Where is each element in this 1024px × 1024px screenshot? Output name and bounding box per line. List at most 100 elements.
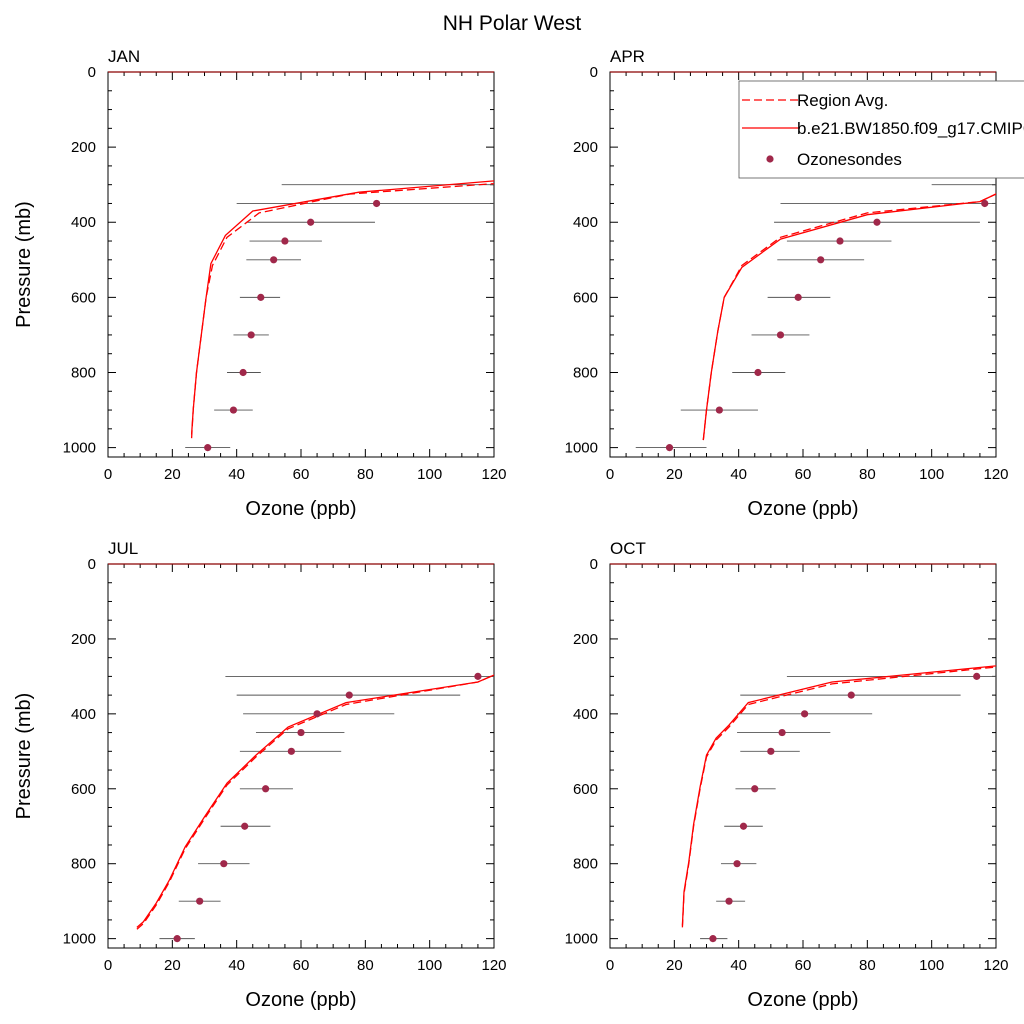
panel-apr: APR 0 20 40 60 80 100 120 0 200 400 600 800 1000 Ozone… (565, 47, 1009, 520)
ozonesonde-point (204, 444, 212, 452)
ozonesonde-point (196, 897, 204, 905)
x-tick-label: 80 (357, 466, 374, 483)
y-tick-label: 1000 (63, 931, 96, 948)
model-line (190, 180, 494, 435)
x-tick-label: 80 (357, 957, 374, 974)
x-tick-label: 60 (293, 466, 310, 483)
y-tick-label: 600 (71, 781, 96, 798)
x-tick-label: 20 (164, 466, 181, 483)
x-tick-label: 80 (859, 466, 876, 483)
y-tick-label: 400 (573, 214, 598, 231)
panel-title: APR (610, 47, 645, 66)
ozonesonde-point (739, 822, 748, 830)
ozonesonde-point (474, 672, 482, 680)
x-tick-label: 40 (228, 466, 245, 483)
plot-frame (107, 563, 495, 949)
y-tick-label: 800 (573, 364, 598, 381)
x-tick-label: 40 (228, 957, 245, 974)
x-tick-label: 0 (104, 466, 112, 483)
ozonesonde-point (767, 747, 775, 755)
model-line (136, 674, 494, 928)
y-tick-label: 800 (71, 856, 96, 873)
ozonesonde-point (847, 691, 855, 699)
x-axis-label: Ozone (ppb) (747, 989, 858, 1011)
panel-title: OCT (610, 539, 646, 558)
x-tick-label: 60 (293, 957, 310, 974)
y-tick-label: 1000 (565, 440, 598, 457)
ozonesonde-point (287, 747, 295, 755)
panel-jan: JAN 0 20 40 60 80 100 120 0 200 400 600 800 1000 Ozone… (13, 47, 507, 520)
y-tick-label: 400 (71, 214, 96, 231)
region-avg-line (681, 666, 996, 928)
x-tick-label: 100 (417, 466, 442, 483)
region-avg-line (190, 182, 494, 439)
x-axis-label: Ozone (ppb) (245, 498, 356, 520)
ozonesonde-point (229, 406, 238, 414)
x-tick-label: 20 (666, 466, 683, 483)
ozonesonde-point (733, 860, 741, 868)
panel-oct: OCT 0 20 40 60 80 100 120 0 200 400 600 800 1000 Ozone… (565, 539, 1009, 1011)
y-tick-label: 200 (573, 139, 598, 156)
x-tick-label: 100 (417, 957, 442, 974)
y-tick-label: 600 (573, 781, 598, 798)
ozonesonde-point (776, 331, 785, 339)
y-tick-label: 800 (71, 364, 96, 381)
ozonesonde-point (836, 237, 844, 245)
x-tick-label: 120 (983, 957, 1008, 974)
y-tick-label: 0 (88, 556, 96, 573)
ozonesonde-point (239, 368, 247, 377)
plot-area (136, 672, 494, 943)
y-tick-label: 0 (590, 64, 598, 81)
y-tick-label: 200 (71, 631, 96, 648)
y-tick-label: 600 (71, 289, 96, 306)
y-tick-label: 1000 (565, 931, 598, 948)
plot-area (635, 184, 996, 452)
ozonesonde-point (794, 293, 802, 301)
x-tick-label: 0 (606, 957, 614, 974)
legend-box (738, 80, 1024, 179)
ozonesonde-point (754, 368, 762, 377)
ozonesonde-point (220, 860, 228, 868)
x-tick-label: 0 (606, 466, 614, 483)
ozonesonde-point (817, 256, 825, 264)
ozonesonde-point (345, 691, 353, 699)
ozonesonde-point (173, 935, 181, 943)
ozonesonde-point (873, 218, 881, 226)
ozonesonde-point (778, 728, 786, 737)
ozonesonde-point (751, 785, 759, 793)
ozonesonde-point (801, 710, 809, 718)
panel-title: JAN (108, 47, 140, 66)
ozonesonde-point (665, 444, 674, 452)
x-tick-label: 20 (164, 957, 181, 974)
y-tick-label: 400 (573, 706, 598, 723)
ozonesonde-point (725, 897, 733, 905)
plot-frame (609, 563, 997, 949)
y-tick-label: 0 (88, 64, 96, 81)
figure-title: NH Polar West (443, 12, 582, 35)
ozonesonde-point (281, 237, 289, 245)
x-tick-label: 40 (730, 466, 747, 483)
y-tick-label: 200 (71, 139, 96, 156)
legend-label: Region Avg. (797, 91, 888, 110)
ozonesonde-point (981, 199, 989, 208)
x-tick-label: 80 (859, 957, 876, 974)
ozonesonde-point (715, 406, 723, 414)
panel-title: JUL (108, 539, 138, 558)
panel-jul: JUL 0 20 40 60 80 100 120 0 200 400 600 800 1000 Ozone… (13, 539, 507, 1011)
y-tick-label: 1000 (63, 440, 96, 457)
ozonesonde-point (257, 293, 265, 301)
x-tick-label: 0 (104, 957, 112, 974)
x-tick-label: 120 (481, 957, 506, 974)
plot-frame (107, 71, 495, 458)
x-tick-label: 120 (481, 466, 506, 483)
ozonesonde-point (709, 935, 717, 943)
y-tick-label: 800 (573, 856, 598, 873)
x-tick-label: 60 (795, 466, 812, 483)
ozonesonde-point (307, 218, 315, 226)
model-line (702, 193, 996, 441)
plot-area (185, 180, 494, 452)
region-avg-line (136, 674, 494, 930)
y-tick-label: 200 (573, 631, 598, 648)
plot-area (681, 665, 996, 943)
ozonesonde-point (973, 672, 981, 680)
